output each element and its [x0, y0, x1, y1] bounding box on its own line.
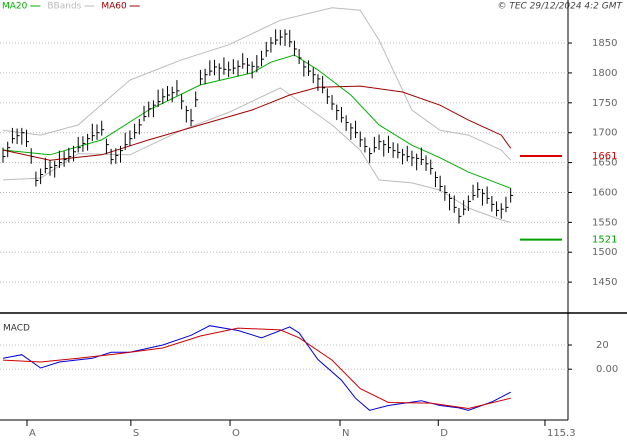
y-tick-label: 1450 — [592, 277, 617, 288]
y-tick-label: 1850 — [592, 38, 617, 49]
macd-line — [2, 325, 511, 411]
x-tick-label: D — [440, 428, 448, 439]
indicator-line — [2, 85, 512, 161]
x-tick-label: N — [342, 428, 349, 439]
copyright: © TEC 29/12/2024 4:2 GMT — [497, 2, 623, 12]
level-label: 1661 — [592, 151, 617, 162]
y-tick-label: 1500 — [592, 247, 617, 258]
macd-title: MACD — [3, 324, 30, 334]
x-tick-label: 115.3 — [547, 428, 576, 439]
y-tick-label: 0.00 — [596, 364, 618, 375]
macd-line — [2, 327, 511, 410]
y-tick-label: 20 — [596, 340, 609, 351]
legend-label: MA20 — [2, 2, 28, 12]
x-tick-label: S — [133, 428, 139, 439]
legend-label: MA60 — [101, 2, 127, 12]
y-tick-label: 1600 — [592, 187, 617, 198]
level-label: 1521 — [592, 235, 617, 246]
x-tick-label: A — [29, 428, 36, 439]
y-tick-label: 1700 — [592, 128, 617, 139]
x-tick-label: O — [232, 428, 240, 439]
y-tick-label: 1650 — [592, 158, 617, 169]
y-tick-label: 1800 — [592, 68, 617, 79]
indicator-line — [2, 7, 512, 161]
indicator-line — [2, 87, 511, 223]
y-tick-label: 1750 — [592, 98, 617, 109]
legend-label: BBands — [47, 2, 81, 12]
y-tick-label: 1550 — [592, 217, 617, 228]
